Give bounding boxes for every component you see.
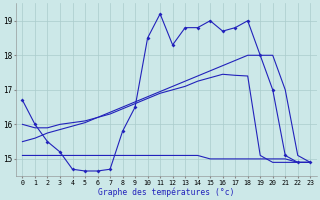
X-axis label: Graphe des températures (°c): Graphe des températures (°c)	[98, 187, 235, 197]
